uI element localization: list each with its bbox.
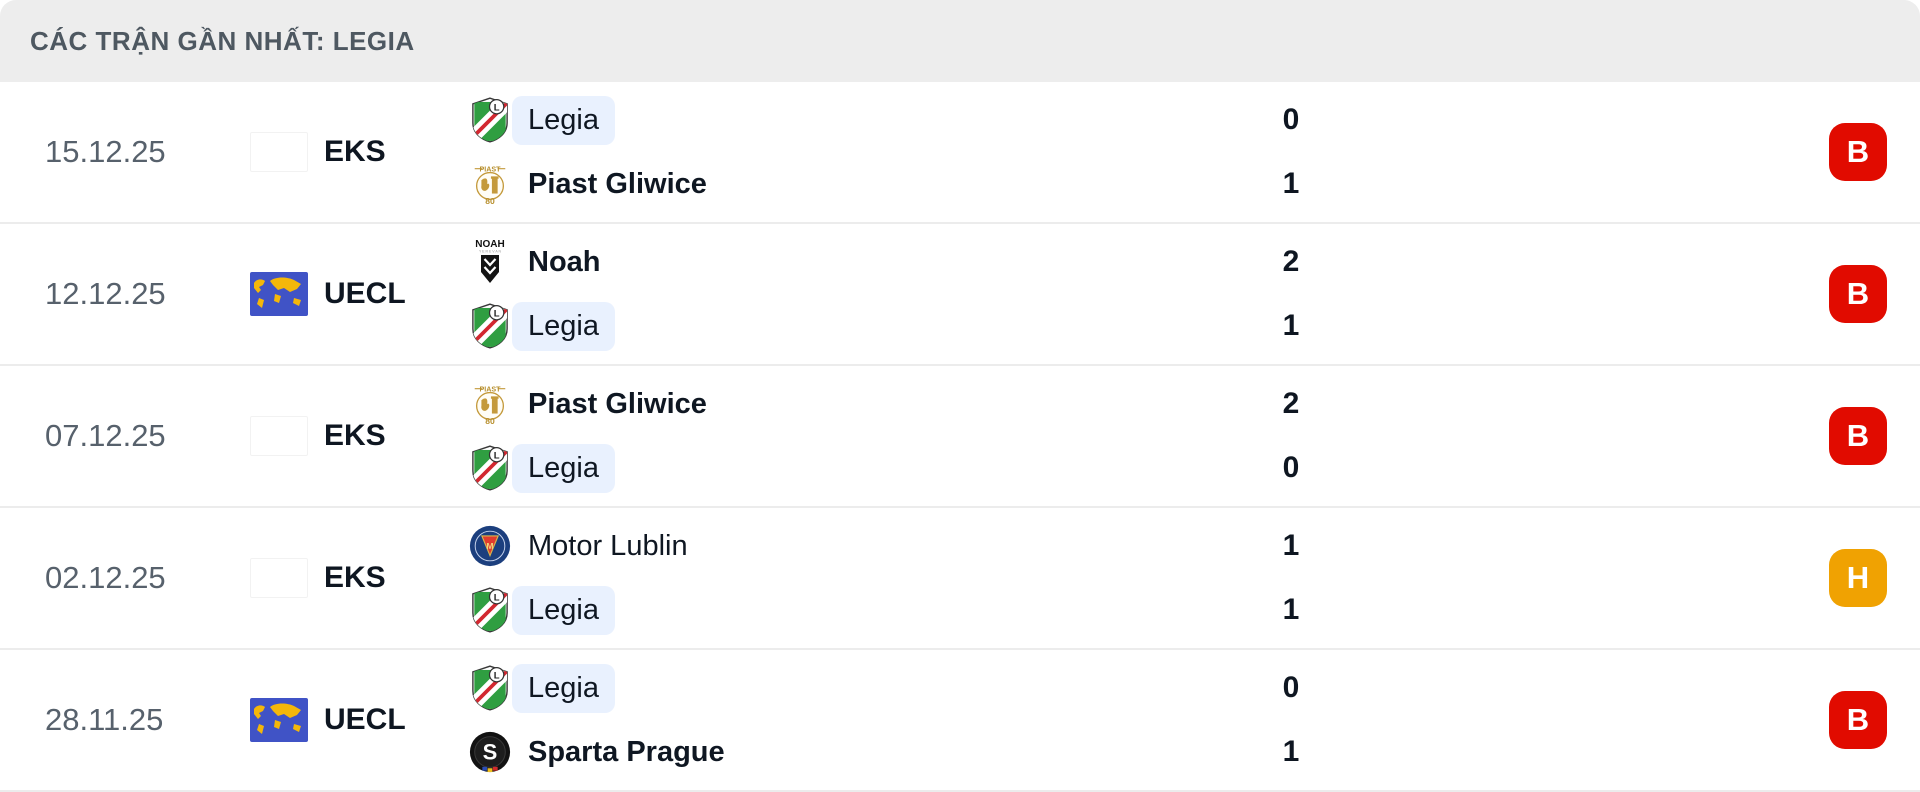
legia-crest-icon: L bbox=[468, 91, 512, 149]
home-score: 0 bbox=[1282, 103, 1300, 136]
home-team-line: L Legia 0 bbox=[468, 91, 1829, 149]
legia-crest-icon: L bbox=[468, 659, 512, 717]
home-team-name: Legia bbox=[512, 95, 615, 145]
away-team-line: L Legia 1 bbox=[468, 581, 1829, 639]
home-team-name: Piast Gliwice bbox=[528, 387, 707, 420]
away-team-name: Legia bbox=[512, 301, 615, 351]
match-row[interactable]: 15.12.25 EKS L bbox=[0, 82, 1920, 224]
match-date: 28.11.25 bbox=[45, 702, 164, 737]
away-score: 1 bbox=[1282, 309, 1300, 342]
competition-label: EKS bbox=[324, 419, 386, 452]
result-badge: B bbox=[1829, 265, 1887, 323]
home-team-name: Legia bbox=[512, 663, 615, 713]
away-team-line: L Legia 1 bbox=[468, 297, 1829, 355]
svg-text:L: L bbox=[494, 592, 500, 603]
match-row[interactable]: 28.11.25 UECL bbox=[0, 650, 1920, 792]
competition-label: UECL bbox=[324, 277, 406, 310]
away-team-name: Sparta Prague bbox=[528, 735, 725, 768]
widget-header: CÁC TRẬN GẦN NHẤT: LEGIA bbox=[0, 0, 1920, 82]
match-date: 12.12.25 bbox=[45, 276, 166, 311]
legia-crest-icon: L bbox=[468, 439, 512, 497]
legia-crest-icon: L bbox=[468, 581, 512, 639]
home-score: 0 bbox=[1282, 671, 1300, 704]
away-score: 1 bbox=[1282, 167, 1300, 200]
match-date: 02.12.25 bbox=[45, 560, 166, 595]
poland-flag-icon bbox=[250, 558, 308, 598]
competition-label: EKS bbox=[324, 135, 386, 168]
svg-text:Y E R E V A N: Y E R E V A N bbox=[479, 250, 502, 254]
uecl-world-flag-icon bbox=[250, 698, 308, 742]
result-badge: B bbox=[1829, 123, 1887, 181]
svg-text:L: L bbox=[494, 102, 500, 113]
noah-crest-icon: NOAH Y E R E V A N bbox=[468, 233, 512, 291]
home-team-line: NOAH Y E R E V A N Noah 2 bbox=[468, 233, 1829, 291]
home-team-name: Motor Lublin bbox=[528, 529, 688, 562]
away-score: 0 bbox=[1282, 451, 1300, 484]
svg-text:PIAST: PIAST bbox=[479, 166, 501, 174]
home-score: 2 bbox=[1282, 387, 1300, 420]
svg-text:M: M bbox=[486, 541, 493, 551]
away-score: 1 bbox=[1282, 593, 1300, 626]
motor-lublin-crest-icon: M bbox=[468, 517, 512, 575]
svg-text:PIAST: PIAST bbox=[479, 386, 501, 394]
away-team-line: S Sparta Prague 1 bbox=[468, 723, 1829, 781]
match-date: 07.12.25 bbox=[45, 418, 166, 453]
away-team-line: PIAST 80 Piast Gliwice 1 bbox=[468, 155, 1829, 213]
uecl-world-flag-icon bbox=[250, 272, 308, 316]
sparta-prague-crest-icon: S bbox=[468, 723, 512, 781]
match-row[interactable]: 07.12.25 EKS PIAST 80 Piast bbox=[0, 366, 1920, 508]
match-row[interactable]: 02.12.25 EKS M Motor Lublin 1 bbox=[0, 508, 1920, 650]
legia-crest-icon: L bbox=[468, 297, 512, 355]
svg-text:80: 80 bbox=[485, 196, 495, 205]
away-team-line: L Legia 0 bbox=[468, 439, 1829, 497]
svg-text:S: S bbox=[483, 740, 498, 765]
poland-flag-icon bbox=[250, 416, 308, 456]
home-team-line: M Motor Lublin 1 bbox=[468, 517, 1829, 575]
poland-flag-icon bbox=[250, 132, 308, 172]
away-team-name: Piast Gliwice bbox=[528, 167, 707, 200]
match-date: 15.12.25 bbox=[45, 134, 166, 169]
svg-text:L: L bbox=[494, 450, 500, 461]
svg-text:80: 80 bbox=[485, 416, 495, 425]
result-badge: H bbox=[1829, 549, 1887, 607]
home-score: 2 bbox=[1282, 245, 1300, 278]
piast-gliwice-crest-icon: PIAST 80 bbox=[468, 375, 512, 433]
home-team-name: Noah bbox=[528, 245, 601, 278]
match-row[interactable]: 12.12.25 UECL NOAH Y E R E V A bbox=[0, 224, 1920, 366]
widget-title: CÁC TRẬN GẦN NHẤT: LEGIA bbox=[30, 25, 415, 56]
away-score: 1 bbox=[1282, 735, 1300, 768]
competition-label: UECL bbox=[324, 703, 406, 736]
result-badge: B bbox=[1829, 691, 1887, 749]
away-team-name: Legia bbox=[512, 443, 615, 493]
home-team-line: PIAST 80 Piast Gliwice 2 bbox=[468, 375, 1829, 433]
piast-gliwice-crest-icon: PIAST 80 bbox=[468, 155, 512, 213]
svg-text:L: L bbox=[494, 308, 500, 319]
competition-label: EKS bbox=[324, 561, 386, 594]
home-team-line: L Legia 0 bbox=[468, 659, 1829, 717]
svg-text:NOAH: NOAH bbox=[475, 239, 504, 250]
svg-text:L: L bbox=[494, 670, 500, 681]
away-team-name: Legia bbox=[512, 585, 615, 635]
home-score: 1 bbox=[1282, 529, 1300, 562]
result-badge: B bbox=[1829, 407, 1887, 465]
